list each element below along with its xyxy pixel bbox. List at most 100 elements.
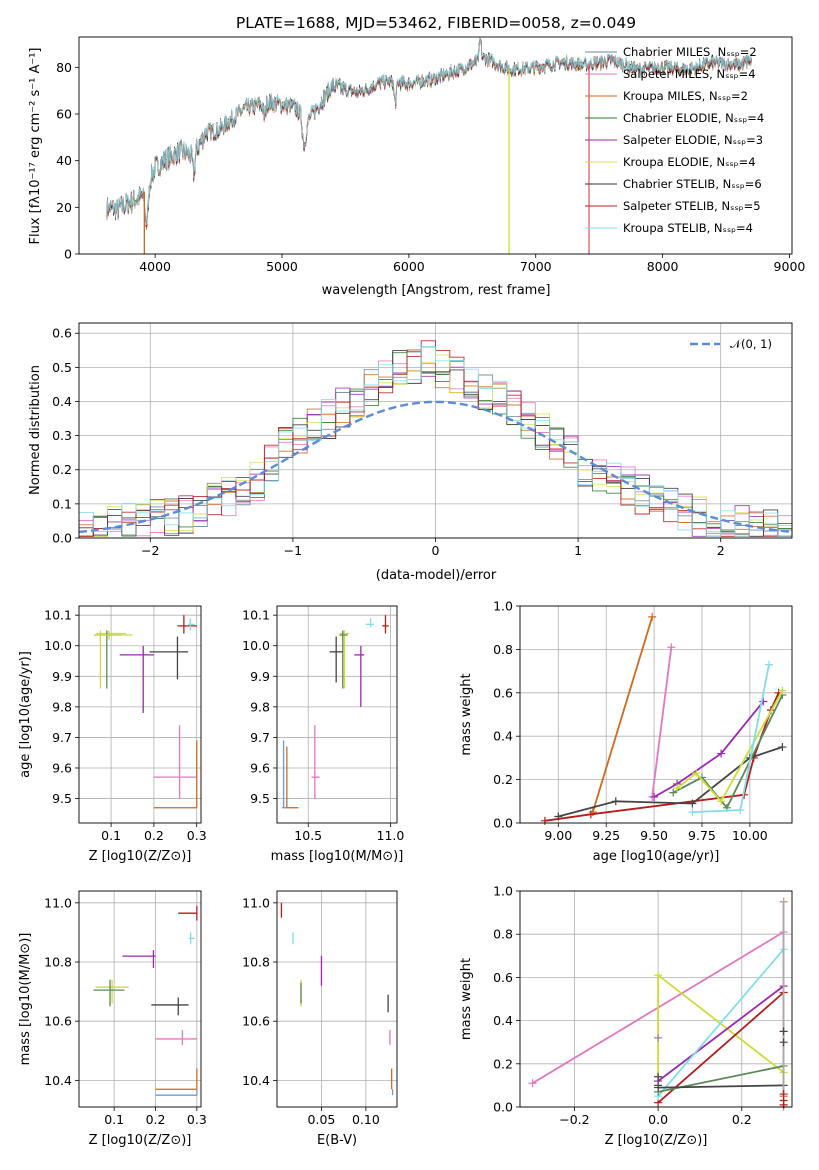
spectrum-xlabel: wavelength [Angstrom, rest frame]: [322, 283, 551, 298]
weight_vs_Z-series-6: [658, 1084, 784, 1089]
weight_vs_age-series-0: [591, 616, 654, 813]
residuals-ytick-label: 0.1: [52, 496, 72, 511]
weight_vs_Z-ytick-label: 0.2: [493, 1056, 513, 1071]
age_vs_mass-xtick-label: 10.5: [294, 828, 322, 843]
age_vs_Z-xtick-label: 0.2: [144, 828, 164, 843]
weight_vs_age-marker: [717, 797, 726, 806]
residual-hist-7: [78, 340, 793, 538]
weight_vs_Z-ytick-label: 0.6: [493, 970, 513, 985]
age_vs_mass-xlabel: mass [log10(M/M⊙)]: [271, 849, 404, 864]
weight_vs_Z-marker: [779, 1100, 788, 1109]
weight_vs_Z-ytick-label: 0.0: [493, 1100, 513, 1115]
weight_vs_Z-marker: [779, 1038, 788, 1047]
age_vs_Z-xtick-label: 0.1: [101, 828, 121, 843]
age_vs_mass-point: [285, 746, 299, 809]
weight_vs_Z-ylabel: mass weight: [459, 958, 474, 1040]
spectrum-frame: [78, 36, 793, 255]
weight_vs_age-marker: [669, 788, 678, 797]
mass_vs_Z-point: [93, 979, 125, 1007]
weight_vs_age-series-2: [544, 692, 780, 822]
spectrum-legend-label: Kroupa STELIB, Nₛₛₚ=4: [623, 221, 753, 235]
spectrum-xtick-label: 5000: [266, 259, 298, 274]
age_vs_Z-ylabel: age [log10(age/yr)]: [18, 651, 33, 778]
mass_vs_EBV-xtick-label: 0.10: [352, 1112, 380, 1127]
weight_vs_Z-series-1: [657, 973, 785, 1082]
spectrum-xtick-label: 9000: [774, 259, 806, 274]
spectrum-ytick-label: 0: [64, 247, 72, 262]
weight_vs_age-ytick-label: 0.6: [493, 685, 513, 700]
mass_vs_Z-xtick-label: 0.2: [146, 1112, 166, 1127]
age_vs_Z-ytick-label: 9.9: [52, 669, 72, 684]
weight_vs_age-series-6: [676, 690, 784, 803]
weight_vs_age-marker: [586, 810, 595, 819]
spectrum-xtick-label: 4000: [139, 259, 171, 274]
mass_vs_Z-point: [155, 1068, 198, 1090]
svg-text:Flux [fλ10⁻¹⁷ erg cm⁻² s⁻¹ A⁻¹: Flux [fλ10⁻¹⁷ erg cm⁻² s⁻¹ A⁻¹]: [28, 48, 43, 245]
weight_vs_age-marker: [667, 643, 676, 652]
mass_vs_Z-point: [151, 997, 189, 1016]
mass_vs_Z-ytick-label: 11.0: [44, 895, 72, 910]
spectrum-legend-label: Salpeter ELODIE, Nₛₛₚ=3: [623, 133, 763, 147]
mass_vs_EBV-frame: [276, 890, 398, 1108]
weight_vs_age-ylabel: mass weight: [459, 673, 474, 755]
residuals-xtick-label: −1: [284, 543, 302, 558]
weight_vs_age-xtick-label: 9.50: [640, 828, 668, 843]
gaussian-curve: [78, 400, 793, 534]
weight_vs_Z-ytick-label: 1.0: [493, 884, 513, 899]
spectrum-ytick-label: 20: [56, 200, 72, 215]
age_vs_mass-point: [354, 645, 365, 707]
mass_vs_Z-point: [178, 905, 198, 921]
age_vs_mass-point: [281, 740, 287, 809]
weight_vs_age-marker: [717, 749, 726, 758]
age_vs_mass-ytick-label: 10.0: [242, 638, 270, 653]
residuals-ytick-label: 0.0: [52, 531, 72, 546]
spectrum-ylabel: Flux [fλ10⁻¹⁷ erg cm⁻² s⁻¹ A⁻¹]: [28, 48, 43, 245]
weight_vs_age-marker: [688, 799, 697, 808]
spectrum-xtick-label: 8000: [647, 259, 679, 274]
residuals-ytick-label: 0.3: [52, 428, 72, 443]
residuals-ytick-label: 0.5: [52, 360, 72, 375]
age_vs_Z-point: [153, 740, 198, 809]
age_vs_Z-point: [119, 645, 154, 713]
weight_vs_Z-frame: [519, 890, 793, 1108]
weight_vs_age-ytick-label: 0.0: [493, 816, 513, 831]
weight_vs_Z-xtick-label: −0.2: [559, 1112, 589, 1127]
mass_vs_Z-point: [95, 979, 129, 1004]
mass_vs_EBV-ytick-label: 10.6: [242, 1014, 270, 1029]
weight_vs_Z-xtick-label: 0.0: [648, 1112, 668, 1127]
spectrum-ytick-label: 40: [56, 153, 72, 168]
age_vs_Z-ytick-label: 9.5: [52, 791, 72, 806]
weight_vs_age-ytick-label: 0.4: [493, 729, 513, 744]
age_vs_mass-point: [339, 630, 348, 689]
residual-hist-8: [78, 346, 793, 538]
spectrum-ytick-label: 60: [56, 107, 72, 122]
mass_vs_Z-frame: [78, 890, 202, 1108]
age_vs_mass-ytick-label: 9.9: [250, 669, 270, 684]
spectrum-xtick-label: 6000: [393, 259, 425, 274]
residuals-xtick-label: 0: [432, 543, 440, 558]
residuals-ytick-label: 0.4: [52, 394, 72, 409]
spectrum-ytick-label: 80: [56, 60, 72, 75]
weight_vs_age-ytick-label: 0.2: [493, 772, 513, 787]
weight_vs_age-xtick-label: 10.00: [732, 828, 768, 843]
spectrum-legend-label: Chabrier STELIB, Nₛₛₚ=6: [623, 177, 762, 191]
mass_vs_EBV-xlabel: E(B-V): [317, 1133, 357, 1148]
weight_vs_age-marker: [759, 697, 768, 706]
weight_vs_Z-marker: [654, 1072, 663, 1081]
age_vs_mass-point: [329, 636, 343, 683]
age_vs_mass-ytick-label: 10.1: [242, 608, 270, 623]
weight_vs_age-marker: [540, 816, 549, 825]
mass_vs_Z-point: [122, 950, 156, 968]
age_vs_Z-point: [149, 636, 189, 680]
weight_vs_age-series-1: [651, 647, 673, 798]
residuals-ylabel: Normed distribution: [28, 365, 43, 495]
mass_vs_Z-ytick-label: 10.6: [44, 1014, 72, 1029]
weight_vs_age-marker: [765, 660, 774, 669]
mass_vs_Z-xtick-label: 0.1: [104, 1112, 124, 1127]
mass_vs_Z-point: [155, 1030, 197, 1045]
spectrum-legend-label: Chabrier ELODIE, Nₛₛₚ=4: [623, 111, 764, 125]
age_vs_Z-point: [153, 725, 197, 799]
age_vs_Z-ytick-label: 10.0: [44, 638, 72, 653]
age_vs_Z-xlabel: Z [log10(Z/Z⊙)]: [89, 849, 192, 864]
